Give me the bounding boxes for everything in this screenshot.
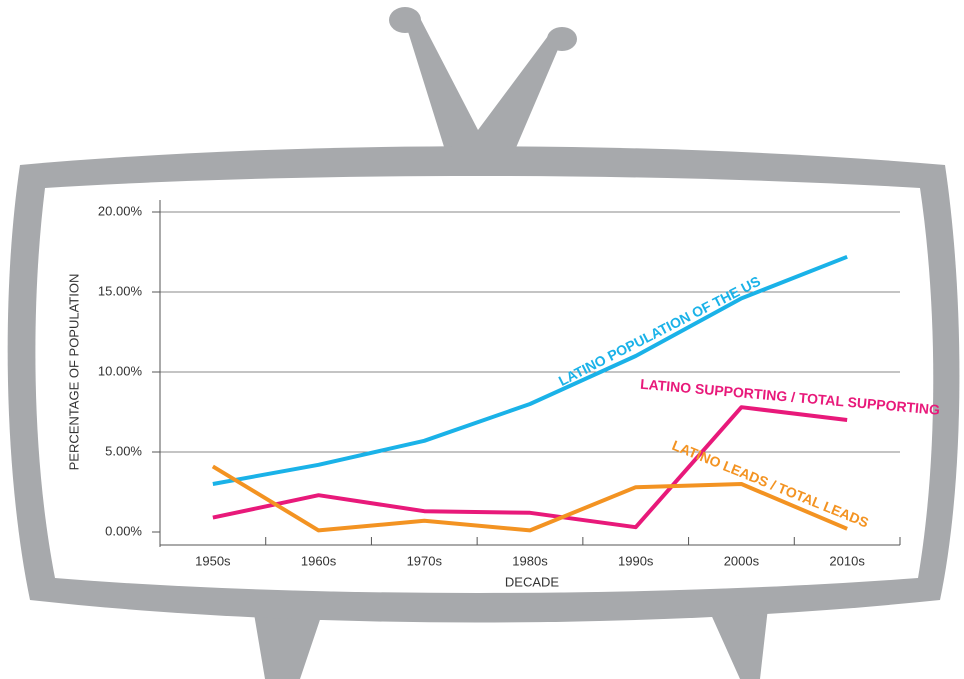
x-tick-label: 2010s — [829, 553, 865, 568]
x-tick-label: 1970s — [407, 553, 443, 568]
antenna-ball — [547, 27, 577, 51]
y-axis-label: PERCENTAGE OF POPULATION — [66, 274, 81, 471]
y-tick-label: 10.00% — [98, 363, 143, 378]
x-tick-label: 1990s — [618, 553, 654, 568]
tv-screen — [35, 176, 933, 593]
x-tick-label: 1960s — [301, 553, 337, 568]
x-tick-label: 1980s — [512, 553, 548, 568]
y-tick-label: 0.00% — [105, 523, 142, 538]
y-tick-label: 15.00% — [98, 283, 143, 298]
y-tick-label: 20.00% — [98, 203, 143, 218]
chart: PERCENTAGE OF POPULATION DECADE 0.00% 5.0… — [0, 0, 964, 679]
tv-graphic — [8, 7, 960, 679]
x-tick-label: 2000s — [724, 553, 760, 568]
y-tick-label: 5.00% — [105, 443, 142, 458]
x-tick-label: 1950s — [195, 553, 231, 568]
antenna — [405, 18, 562, 150]
antenna-ball — [389, 7, 421, 33]
x-axis-label: DECADE — [505, 574, 560, 589]
